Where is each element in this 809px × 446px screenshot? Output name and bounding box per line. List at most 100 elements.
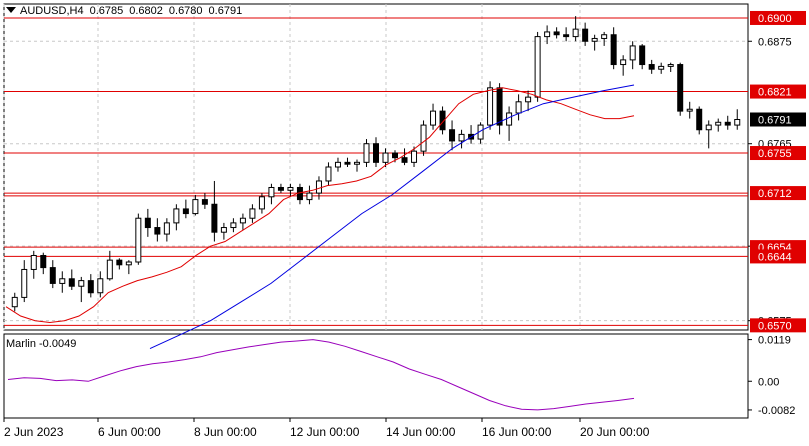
level-price-label: 0.6755 [758, 148, 792, 160]
high-value: 0.6802 [129, 5, 163, 17]
indicator-name: Marlin [6, 338, 36, 350]
candle-body [30, 254, 37, 270]
x-tick-label: 12 Jun 00:00 [290, 425, 360, 439]
candle-body [11, 296, 18, 308]
candle-body [525, 96, 532, 103]
candle-body [724, 121, 731, 126]
candle-body [21, 268, 28, 298]
candle-body [553, 31, 560, 36]
candle-body [658, 65, 665, 70]
candle-body [620, 59, 627, 66]
current-price-label: 0.6791 [758, 114, 792, 126]
ma-fast-line [5, 87, 635, 324]
candle-body [106, 259, 113, 280]
candle-body [420, 124, 427, 152]
candle-body [572, 28, 579, 38]
current-price-tag [750, 112, 806, 127]
candle-body [173, 208, 180, 224]
candle-body [392, 152, 399, 159]
candle-body [258, 196, 265, 210]
candle-body [515, 101, 522, 114]
indicator-tick-label: 0.00 [758, 376, 779, 388]
dropdown-triangle-icon[interactable] [6, 7, 16, 13]
candle-body [315, 180, 322, 194]
candle-body [648, 64, 655, 70]
close-value: 0.6791 [208, 5, 243, 17]
candle-body [78, 280, 85, 287]
candle-body [325, 166, 332, 182]
candle-body [411, 150, 418, 163]
candle-body [87, 280, 94, 294]
x-tick-label: 6 Jun 00:00 [98, 425, 161, 439]
level-price-tag [750, 249, 806, 264]
level-price-tag [750, 186, 806, 201]
oscillator-line [7, 339, 635, 411]
candle-body [192, 199, 199, 215]
candle-body [163, 222, 170, 235]
x-tick-label: 14 Jun 00:00 [386, 425, 456, 439]
candle-body [201, 199, 208, 205]
candle-body [154, 227, 161, 235]
candle-body [629, 45, 636, 61]
candle-body [430, 110, 437, 126]
candle-body [382, 152, 389, 163]
candle-body [277, 186, 284, 191]
candle-body [439, 110, 446, 131]
candle-body [116, 259, 123, 266]
candle-body [705, 124, 712, 131]
candle-body [125, 261, 132, 266]
candle-body [458, 133, 465, 142]
level-price-tag [750, 10, 806, 25]
candle-body [544, 31, 551, 38]
candle-body [734, 118, 741, 126]
candle-body [306, 192, 313, 201]
candle-body [373, 143, 379, 163]
candle-body [363, 143, 370, 163]
candle-body [534, 36, 541, 98]
candle-body [610, 34, 617, 66]
level-price-tag [750, 318, 806, 333]
x-tick-label: 8 Jun 00:00 [194, 425, 257, 439]
candle-body [667, 64, 674, 67]
chart-header: AUDUSD,H4 0.6785 0.6802 0.6780 0.6791 [6, 5, 248, 17]
candle-body [334, 161, 341, 168]
ma-slow-line [149, 84, 635, 350]
candle-body [68, 278, 75, 287]
candle-body [182, 208, 189, 215]
level-price-label: 0.6570 [758, 320, 792, 332]
indicator-value: -0.0049 [39, 338, 77, 350]
candle-body [686, 108, 693, 112]
candle-body [49, 267, 56, 284]
candle-body [135, 217, 142, 263]
candle-body [230, 222, 237, 229]
level-price-label: 0.6712 [758, 188, 792, 200]
candle-body [401, 157, 408, 163]
candle-body [601, 34, 608, 39]
level-price-tag [750, 146, 806, 161]
candle-body [639, 45, 646, 66]
candle-body [268, 186, 275, 198]
candle-body [496, 87, 503, 126]
low-value: 0.6780 [168, 5, 203, 17]
candle-body [287, 186, 294, 191]
candle-body [40, 254, 47, 269]
candle-body [506, 112, 513, 126]
candle-body [59, 278, 66, 284]
candle-body [582, 28, 589, 42]
x-tick-label: 20 Jun 00:00 [580, 425, 650, 439]
candle-body [239, 217, 246, 224]
candle-body [715, 121, 722, 126]
indicator-plot-frame [3, 333, 749, 419]
candle-body [563, 34, 570, 38]
candle-body [344, 161, 351, 165]
level-price-tag [750, 84, 806, 99]
candle-body [220, 227, 227, 233]
candle-body [353, 161, 360, 165]
level-price-label: 0.6900 [758, 13, 792, 25]
x-tick-label: 2 Jun 2023 [4, 425, 64, 439]
candle-body [677, 64, 684, 112]
indicator-header: Marlin -0.0049 [6, 338, 76, 350]
x-tick-label: 16 Jun 00:00 [482, 425, 552, 439]
